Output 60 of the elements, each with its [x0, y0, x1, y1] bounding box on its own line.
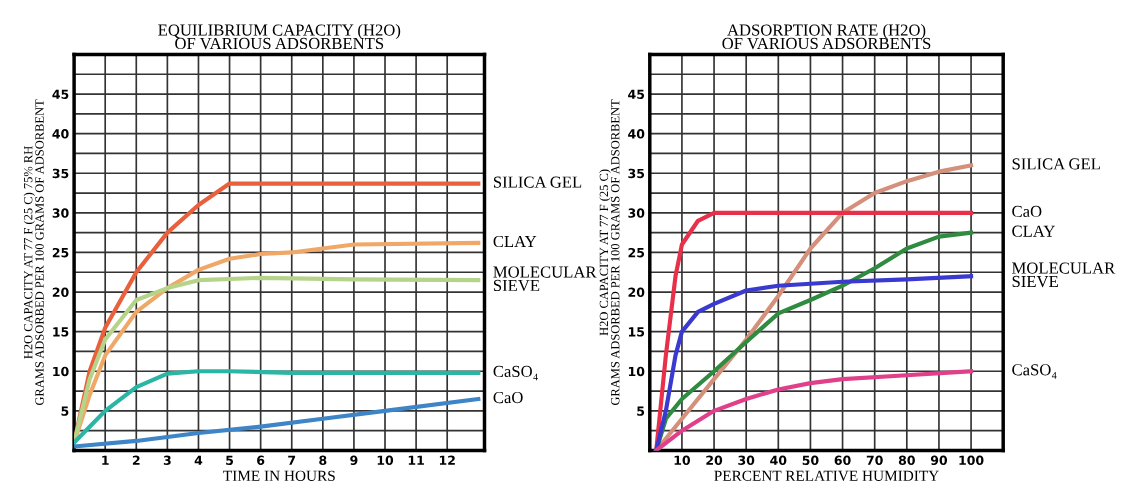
x-tick-label: 20: [706, 455, 723, 465]
text: MOLECULAR SIEVE: [1012, 262, 1116, 288]
series-label: CaSO₄: [493, 365, 538, 381]
series-label: CaO: [493, 391, 523, 404]
x-tick-label: 30: [738, 455, 755, 465]
y-tick-label: 5: [637, 406, 645, 416]
y-tick-label: 45: [628, 89, 645, 99]
series-label: CLAY: [493, 235, 537, 248]
y-tick-label: 25: [628, 247, 645, 258]
y-tick-label: 15: [628, 327, 645, 337]
x-tick-label: 50: [802, 455, 819, 465]
x-tick-label: 40: [770, 455, 787, 465]
y-tick-label: 35: [628, 168, 645, 179]
series-label: SILICA GEL: [493, 176, 582, 188]
line-series: [74, 369, 481, 445]
x-tick-label: 10: [377, 455, 394, 465]
line-series: [654, 369, 974, 451]
series-label: MOLECULAR SIEVE: [493, 266, 597, 292]
text: CaSO₄: [1012, 364, 1057, 379]
chart-title: ADSORPTION RATE (H2O) OF VARIOUS ADSORBENTS: [722, 23, 931, 50]
y-tick-label: 5: [61, 406, 69, 416]
text: CaO: [1012, 205, 1042, 218]
text: SILICA GEL: [1012, 158, 1100, 170]
y-tick-label: 30: [628, 208, 645, 218]
x-tick-label: 6: [257, 455, 265, 465]
x-tick-label: 4: [194, 455, 203, 465]
x-tick-label: 7: [288, 455, 296, 465]
x-tick-label: 90: [930, 455, 948, 465]
x-tick-label: 8: [319, 455, 327, 465]
x-tick-label: 3: [163, 455, 171, 465]
x-tick-label: 11: [408, 455, 424, 465]
y-tick-label: 25: [52, 247, 69, 258]
x-tick-label: 12: [439, 455, 455, 465]
y-tick-label: 10: [53, 366, 69, 377]
y-tick-label: 15: [53, 327, 69, 337]
y-tick-label: 45: [52, 89, 69, 99]
x-tick-label: 2: [132, 455, 140, 465]
x-axis-title: TIME IN HOURS: [223, 470, 335, 481]
x-axis-title: PERCENT RELATIVE HUMIDITY: [714, 470, 939, 482]
y-tick-label: 35: [52, 168, 69, 179]
text: CLAY: [1012, 225, 1055, 237]
y-tick-label: 20: [52, 287, 69, 297]
x-tick-label: 80: [898, 455, 915, 465]
y-tick-label: 40: [52, 129, 69, 139]
y-tick-label: 10: [628, 366, 645, 377]
x-tick-label: 100: [959, 455, 984, 465]
y-axis-title: H2O CAPACITY AT 77 F (25 C) 75% RH GRAMS ADSORBED PER 100 GRAMS OF ADSORBENT: [23, 99, 44, 406]
x-tick-label: 60: [834, 455, 851, 465]
y-axis-title: H2O CAPACITY AT 77 F (25 C) GRAMS ADSORBED PER 100 GRAMS OF ADSORBENT: [599, 99, 620, 406]
y-tick-label: 40: [628, 129, 645, 139]
x-tick-label: 10: [674, 455, 691, 465]
x-tick-label: 1: [102, 455, 109, 465]
line-series: [654, 274, 974, 451]
y-tick-label: 20: [628, 287, 645, 297]
chart-title: EQUILIBRIUM CAPACITY (H2O) OF VARIOUS ADSORBENTS: [158, 23, 401, 50]
x-tick-label: 5: [226, 455, 234, 465]
x-tick-label: 70: [866, 455, 883, 465]
y-tick-label: 30: [52, 208, 69, 218]
x-tick-label: 9: [350, 455, 358, 465]
line-series: [74, 396, 481, 449]
